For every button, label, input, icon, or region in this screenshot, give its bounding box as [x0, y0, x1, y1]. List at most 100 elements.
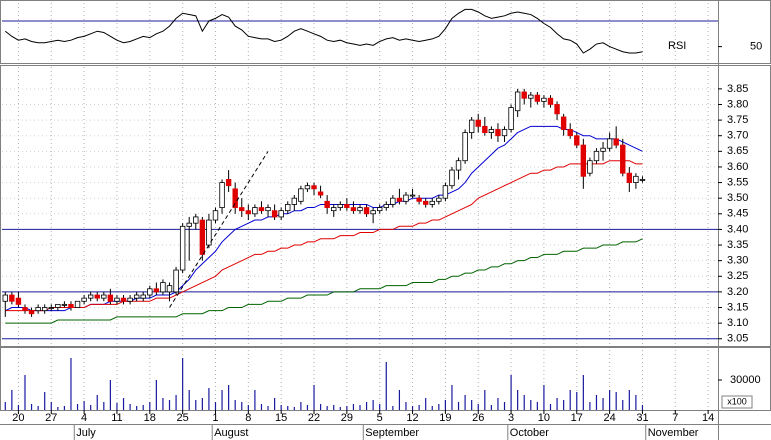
volume-bar: [90, 405, 92, 410]
candle-body: [403, 194, 409, 202]
volume-bar: [346, 406, 348, 410]
volume-bar: [385, 362, 387, 410]
candle-body: [567, 129, 573, 137]
volume-bar: [76, 404, 79, 410]
volume-bar: [280, 405, 282, 410]
candle-body: [74, 300, 81, 308]
candle-body: [377, 207, 383, 212]
month-label: October: [510, 427, 549, 439]
volume-bar: [418, 405, 420, 410]
candle-body: [206, 219, 212, 246]
candle-body: [61, 303, 68, 306]
candle-body: [350, 207, 357, 212]
volume-bar: [549, 404, 552, 410]
x-tick-label: 29: [341, 412, 353, 424]
volume-bar: [319, 404, 322, 410]
candle-body: [620, 144, 626, 174]
candle-body: [94, 294, 100, 299]
candle-body: [291, 197, 298, 205]
volume-bar: [333, 405, 335, 410]
candle-body: [626, 172, 633, 183]
y-tick-label: 50: [750, 41, 762, 53]
volume-bar: [241, 402, 243, 410]
x-tick-label: 17: [571, 412, 583, 424]
y-tick-label: 3.35: [727, 239, 748, 251]
candle-body: [147, 288, 153, 296]
volume-bar: [162, 398, 164, 410]
candle-body: [337, 204, 343, 208]
candle-body: [436, 197, 442, 202]
candle-body: [15, 297, 22, 305]
candle-body: [409, 194, 416, 197]
moving-average: [5, 238, 643, 324]
volume-bar: [484, 390, 486, 410]
candle-body: [554, 104, 560, 115]
volume-bar: [326, 406, 328, 410]
volume-bar: [234, 400, 236, 410]
volume-bar: [609, 390, 611, 410]
candle-body: [41, 307, 48, 312]
candle-body: [2, 294, 8, 302]
volume-bar: [628, 390, 630, 410]
x-tick-label: 24: [603, 412, 615, 424]
x-tick-label: 15: [275, 412, 287, 424]
candle-body: [396, 197, 403, 202]
volume-bar: [471, 400, 473, 410]
candle-body: [219, 182, 225, 208]
candle-body: [153, 288, 160, 293]
candle-body: [324, 200, 330, 208]
volume-bar: [517, 390, 519, 410]
candle-body: [311, 185, 317, 190]
candle-body: [501, 129, 508, 137]
volume-bar: [155, 380, 157, 410]
volume-bar: [359, 405, 361, 410]
candle-body: [488, 129, 495, 133]
volume-panel: [0, 347, 771, 411]
candle-body: [199, 219, 206, 255]
volume-bar: [214, 402, 217, 410]
volume-bar: [254, 390, 256, 410]
moving-average: [5, 160, 643, 312]
volume-bar: [129, 404, 131, 410]
candle-body: [580, 144, 587, 177]
volume-bar: [372, 400, 374, 410]
x-tick-label: 20: [12, 412, 24, 424]
y-tick-label: 3.10: [727, 317, 748, 329]
candle-body: [363, 207, 370, 215]
volume-bar: [50, 402, 52, 410]
volume-bar: [569, 390, 571, 410]
volume-bar: [589, 402, 591, 410]
candle-body: [455, 160, 462, 171]
candle-body: [298, 188, 304, 202]
volume-bar: [530, 400, 532, 410]
candle-body: [120, 297, 127, 302]
x-tick-label: 10: [538, 412, 550, 424]
candle-body: [239, 207, 245, 212]
volume-bar: [576, 392, 578, 410]
volume-bar: [109, 380, 111, 410]
candle-body: [357, 207, 363, 212]
candle-body: [534, 94, 541, 102]
y-tick-label: 3.20: [727, 286, 748, 298]
volume-bar: [563, 400, 565, 410]
candle-body: [574, 135, 580, 146]
candle-body: [186, 222, 192, 227]
y-tick-label: 3.75: [727, 114, 748, 126]
volume-bar: [17, 405, 20, 410]
volume-bar: [523, 395, 525, 410]
x-tick-label: 22: [308, 412, 320, 424]
volume-bar: [398, 390, 401, 410]
month-label: July: [76, 427, 96, 439]
unit-box: [721, 395, 753, 409]
y-tick-label: 3.55: [727, 176, 748, 188]
volume-bar: [44, 392, 46, 410]
y-tick-label: 3.50: [727, 192, 748, 204]
volume-bar: [30, 404, 33, 410]
volume-bar: [582, 375, 584, 410]
candle-body: [633, 175, 639, 183]
x-tick-label: 19: [439, 412, 451, 424]
month-label: August: [214, 427, 248, 439]
volume-bar: [195, 400, 197, 410]
candle-body: [107, 294, 114, 302]
candle-body: [55, 303, 61, 308]
